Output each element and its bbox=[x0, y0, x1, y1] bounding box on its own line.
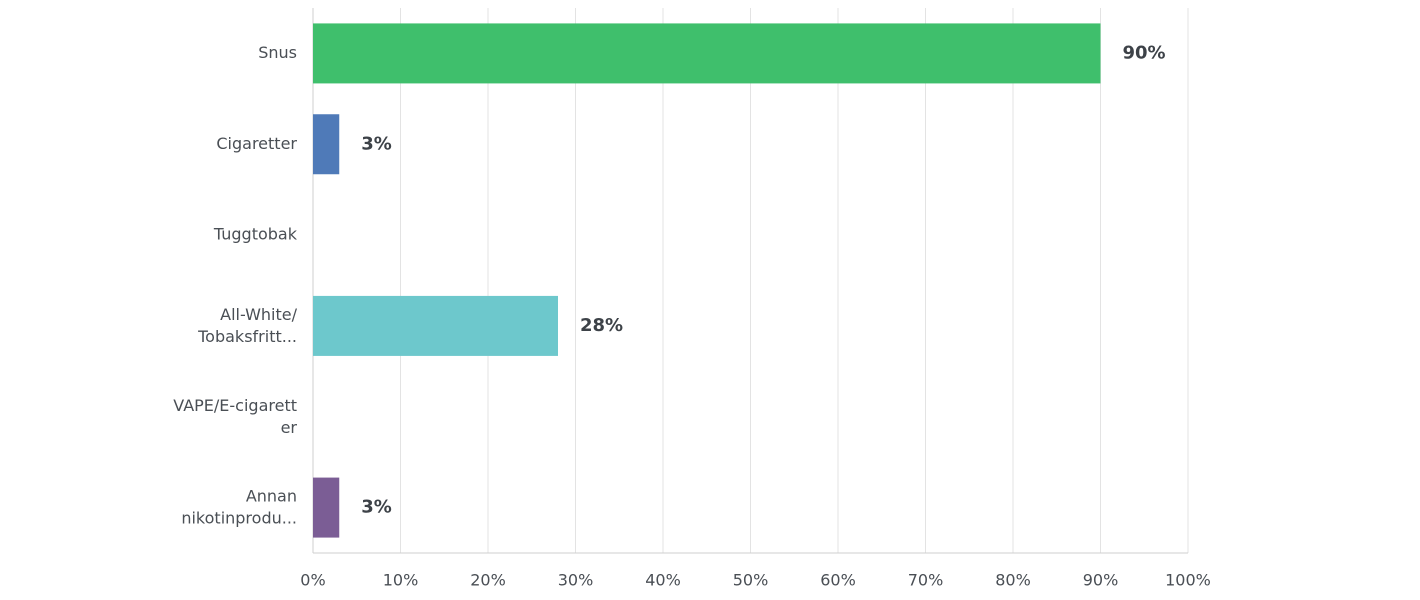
y-tick-label: Cigaretter bbox=[216, 134, 297, 153]
bar bbox=[313, 477, 340, 538]
y-tick-label: Snus bbox=[258, 43, 297, 62]
x-tick-label: 50% bbox=[733, 571, 769, 590]
y-tick-label: Annan nikotinprodu... bbox=[181, 486, 297, 527]
value-label: 3% bbox=[361, 133, 392, 154]
x-tick-label: 100% bbox=[1165, 571, 1211, 590]
x-tick-label: 70% bbox=[908, 571, 944, 590]
x-tick-label: 20% bbox=[470, 571, 506, 590]
y-tick-label: Tuggtobak bbox=[213, 225, 298, 244]
bar bbox=[313, 295, 558, 356]
x-tick-label: 30% bbox=[558, 571, 594, 590]
bar bbox=[313, 23, 1101, 84]
y-tick-label: VAPE/E-cigarett er bbox=[173, 395, 297, 436]
value-label: 3% bbox=[361, 497, 392, 518]
x-tick-label: 60% bbox=[820, 571, 856, 590]
x-tick-label: 10% bbox=[383, 571, 419, 590]
x-tick-label: 0% bbox=[300, 571, 325, 590]
x-tick-label: 90% bbox=[1083, 571, 1119, 590]
bar bbox=[313, 114, 340, 175]
x-tick-label: 40% bbox=[645, 571, 681, 590]
x-tick-label: 80% bbox=[995, 571, 1031, 590]
y-tick-label: All-White/Tobaksfritt... bbox=[197, 304, 297, 345]
value-label: 90% bbox=[1123, 42, 1166, 63]
value-label: 28% bbox=[580, 315, 623, 336]
